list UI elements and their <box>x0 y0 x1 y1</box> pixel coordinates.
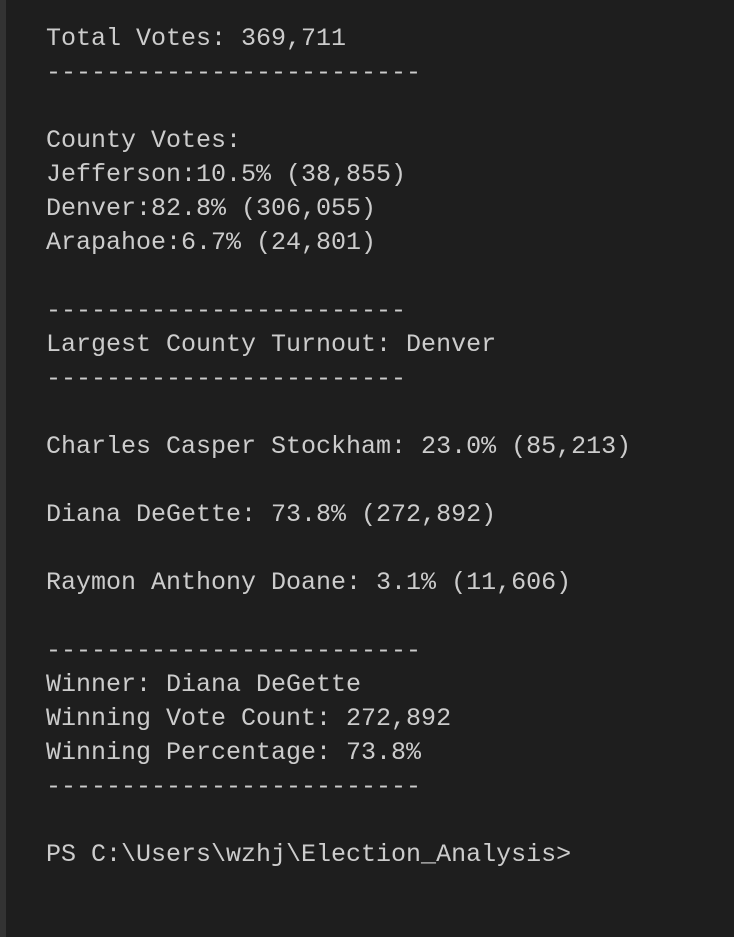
output-block: Diana DeGette: 73.8% (272,892) <box>46 498 734 532</box>
output-line: PS C:\Users\wzhj\Election_Analysis> <box>46 840 572 869</box>
output-line: Jefferson:10.5% (38,855) <box>46 160 407 189</box>
output-block: ------------------------ Largest County T… <box>46 294 734 396</box>
output-block: Raymon Anthony Doane: 3.1% (11,606) <box>46 566 734 600</box>
panel-border <box>0 0 6 937</box>
output-line: Total Votes: 369,711 <box>46 24 347 53</box>
output-line: Raymon Anthony Doane: 3.1% (11,606) <box>46 568 572 597</box>
output-line: Diana DeGette: 73.8% (272,892) <box>46 500 497 529</box>
output-block: County Votes: Jefferson:10.5% (38,855) Den… <box>46 124 734 260</box>
output-line: ------------------------ <box>46 296 407 325</box>
output-block: Charles Casper Stockham: 23.0% (85,213) <box>46 430 734 464</box>
output-block: Total Votes: 369,711 --------------------… <box>46 22 734 90</box>
output-line: ------------------------- <box>46 772 422 801</box>
output-block: PS C:\Users\wzhj\Election_Analysis> <box>46 838 734 872</box>
output-line: Winning Vote Count: 272,892 <box>46 704 452 733</box>
output-line: ------------------------ <box>46 364 407 393</box>
output-line: Largest County Turnout: Denver <box>46 330 497 359</box>
output-block: ------------------------- Winner: Diana D… <box>46 634 734 804</box>
output-line: ------------------------- <box>46 58 422 87</box>
output-line: County Votes: <box>46 126 242 155</box>
output-line: Denver:82.8% (306,055) <box>46 194 377 223</box>
output-line: Winning Percentage: 73.8% <box>46 738 422 767</box>
output-line: ------------------------- <box>46 636 422 665</box>
output-line: Arapahoe:6.7% (24,801) <box>46 228 377 257</box>
output-line: Winner: Diana DeGette <box>46 670 362 699</box>
terminal-output: Total Votes: 369,711 --------------------… <box>46 22 734 906</box>
output-line: Charles Casper Stockham: 23.0% (85,213) <box>46 432 632 461</box>
